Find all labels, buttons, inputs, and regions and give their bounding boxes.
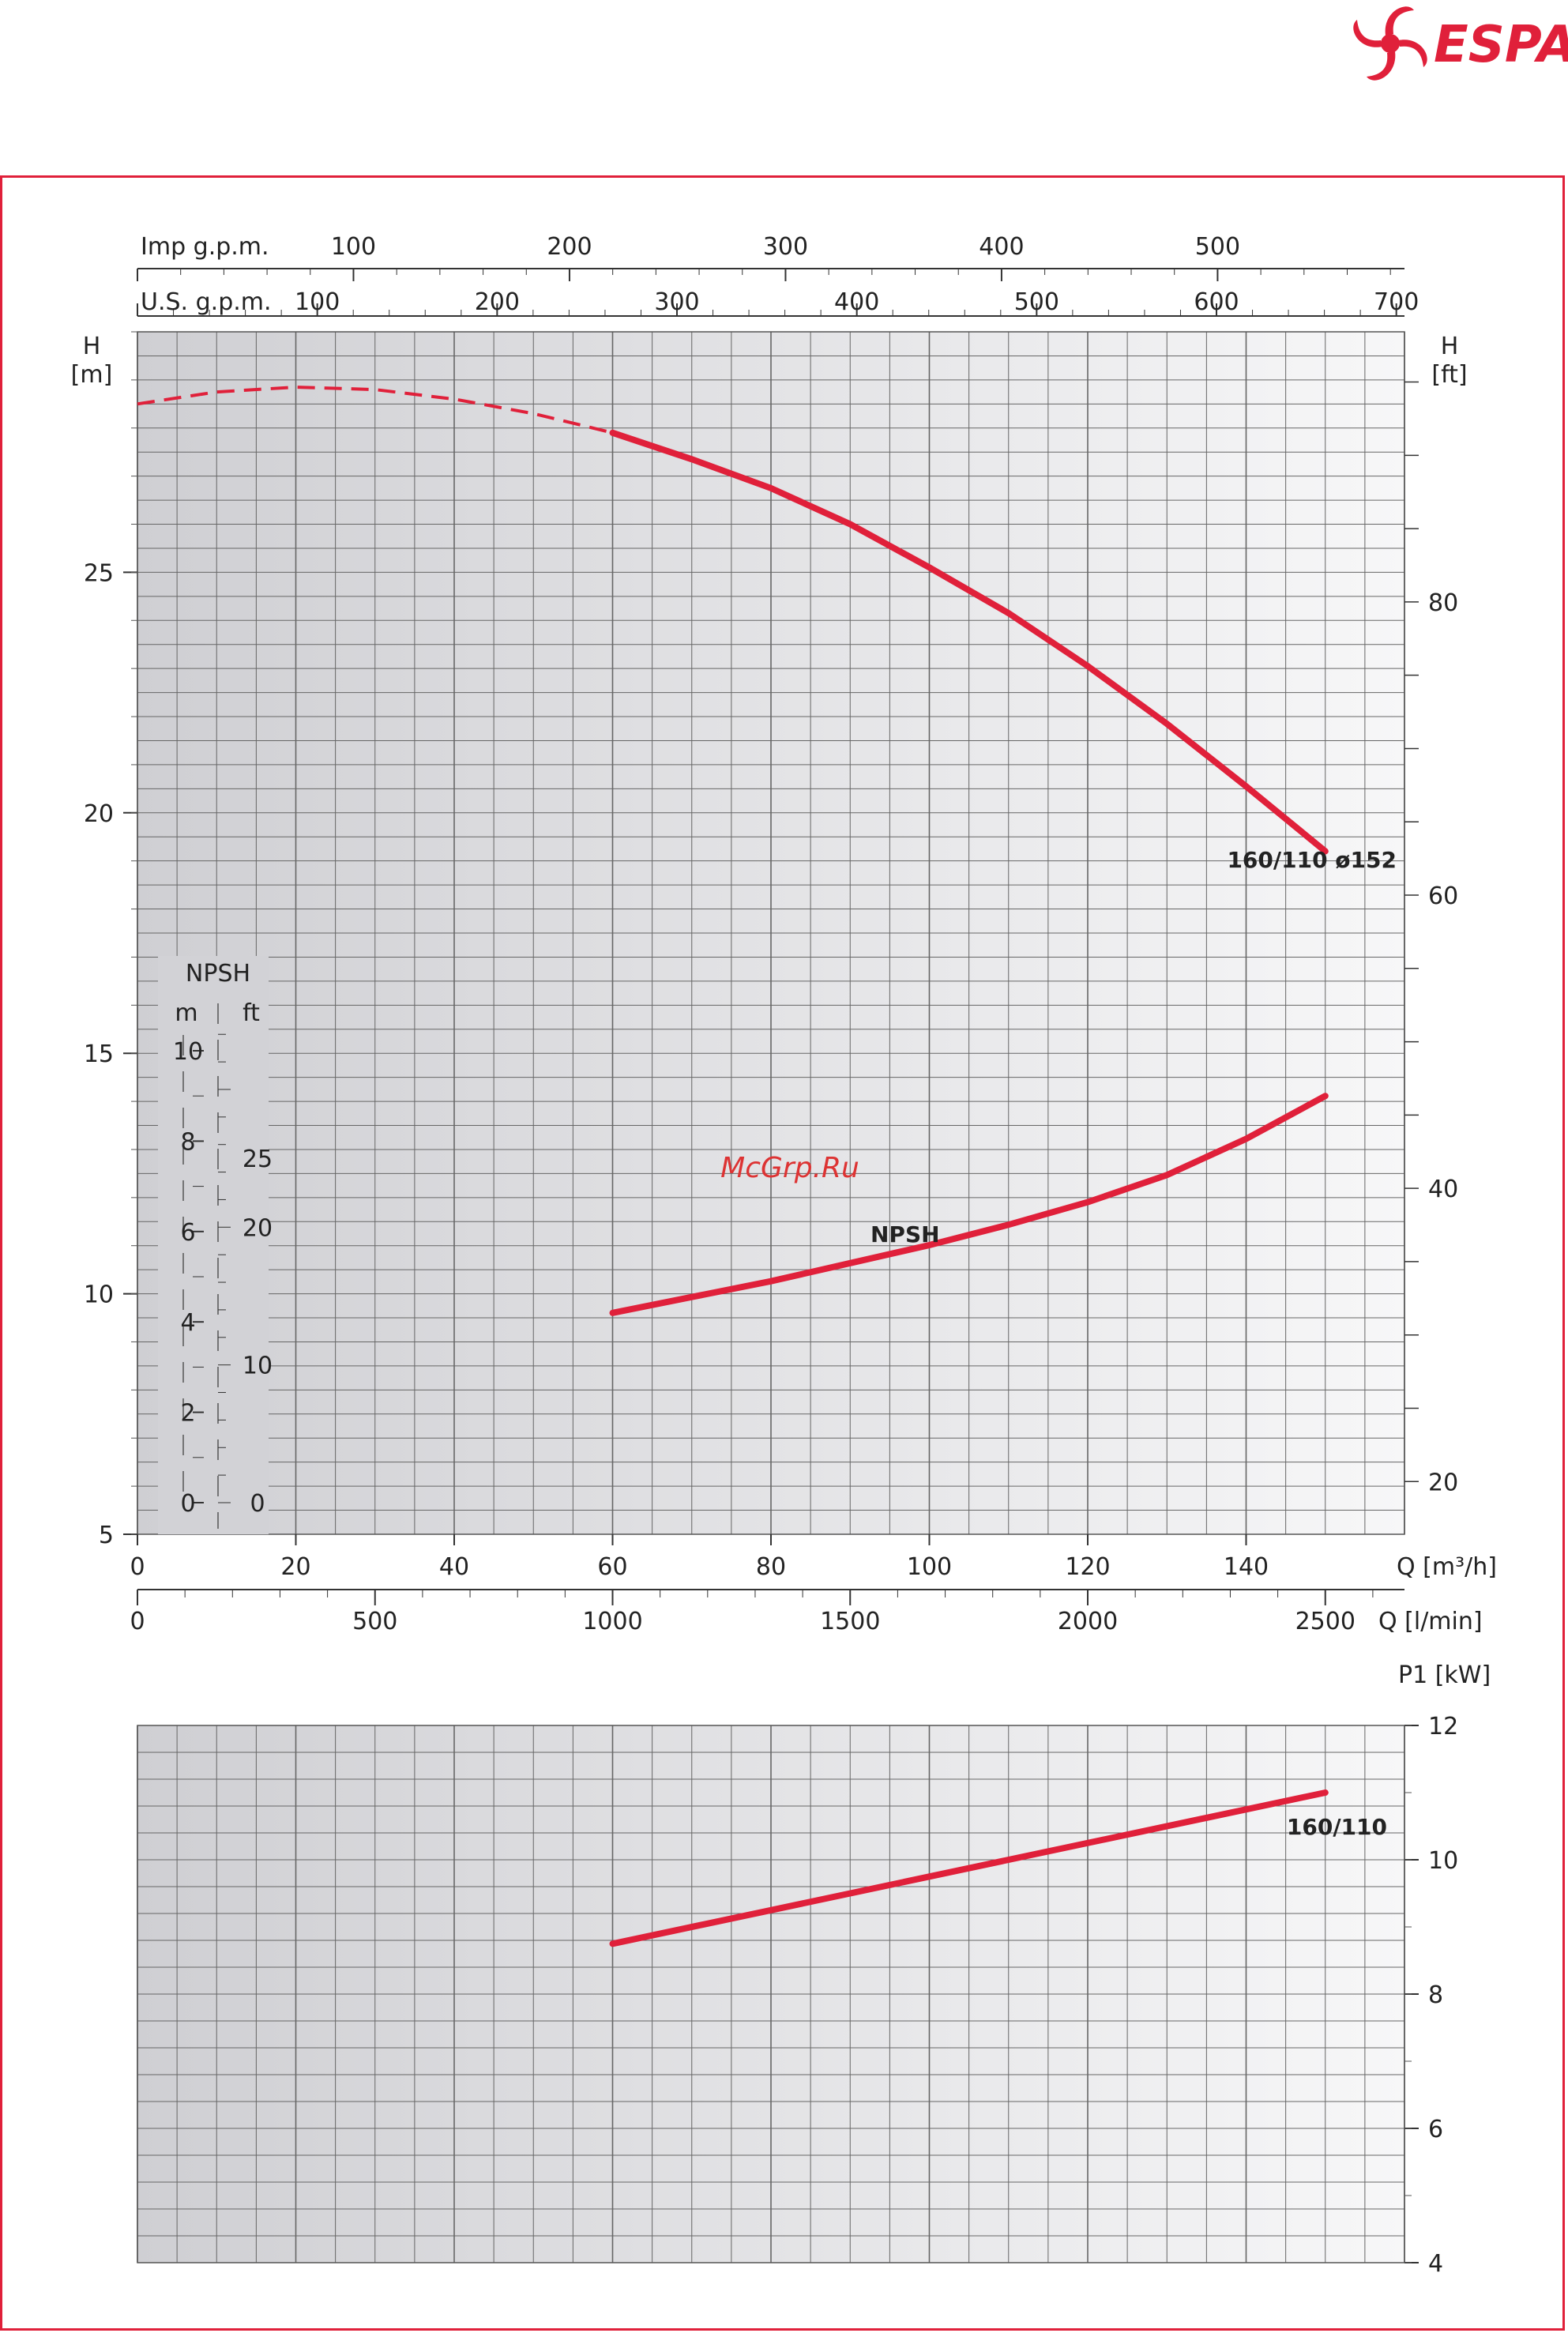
- p1-tick-label: 4: [1428, 2250, 1443, 2278]
- q-m3h-tick-label: 40: [439, 1553, 469, 1581]
- h-right-axis-unit: [ft]: [1431, 361, 1467, 389]
- head-curve-label: 160/110 ø152: [1227, 847, 1397, 873]
- usgpm-tick-label: 600: [1194, 288, 1239, 316]
- h-left-tick-label: 15: [84, 1040, 114, 1068]
- usgpm-tick-label: 300: [654, 288, 699, 316]
- usgpm-tick-label: 400: [834, 288, 879, 316]
- npsh-curve-label: NPSH: [870, 1221, 940, 1247]
- q-lmin-tick-label: 1500: [820, 1608, 880, 1635]
- h-right-tick-label: 20: [1428, 1469, 1458, 1496]
- q-m3h-tick-label: 0: [130, 1553, 145, 1581]
- h-left-tick-label: 20: [84, 800, 114, 828]
- power-curve: [609, 1789, 1329, 1947]
- impgpm-tick-label: 500: [1195, 233, 1240, 261]
- q-lmin-tick-label: 2500: [1295, 1608, 1356, 1635]
- npsh-m-tick-label: 0: [180, 1490, 195, 1518]
- npsh-m-tick-label: 4: [180, 1309, 195, 1337]
- h-left-tick-label: 5: [99, 1522, 114, 1549]
- h-right-tick-label: 80: [1428, 589, 1458, 617]
- q-m3h-axis-title: Q [m³/h]: [1397, 1553, 1497, 1581]
- npsh-m-tick-label: 2: [180, 1400, 195, 1428]
- npsh-scale-title: NPSH: [186, 960, 250, 988]
- usgpm-tick-label: 700: [1374, 288, 1419, 316]
- npsh-m-tick-label: 8: [180, 1128, 195, 1156]
- usgpm-axis-title: U.S. g.p.m.: [141, 288, 272, 316]
- impgpm-axis-title: Imp g.p.m.: [141, 233, 269, 261]
- p1-tick-label: 6: [1428, 2116, 1443, 2143]
- usgpm-tick-label: 500: [1014, 288, 1059, 316]
- p1-tick-label: 10: [1428, 1847, 1458, 1875]
- npsh-ft-label: ft: [243, 999, 260, 1027]
- h-left-axis-title: H: [83, 333, 101, 360]
- h-left-axis-unit: [m]: [71, 361, 113, 389]
- p1-axis-title: P1 [kW]: [1398, 1661, 1491, 1689]
- impgpm-tick-label: 400: [979, 233, 1024, 261]
- usgpm-tick-label: 100: [295, 288, 340, 316]
- impgpm-tick-label: 200: [547, 233, 592, 261]
- impgpm-tick-label: 100: [331, 233, 376, 261]
- q-lmin-tick-label: 0: [130, 1608, 145, 1635]
- npsh-m-tick-label: 6: [180, 1219, 195, 1247]
- watermark-text: McGrp.Ru: [720, 1152, 859, 1184]
- h-left-tick-label: 25: [84, 559, 114, 587]
- npsh-ft-tick-label: 0: [250, 1490, 265, 1518]
- q-m3h-tick-label: 120: [1065, 1553, 1110, 1581]
- power-curve-label: 160/110: [1287, 1814, 1387, 1840]
- npsh-m-tick-label: 10: [173, 1038, 203, 1066]
- npsh-ft-tick-label: 10: [243, 1353, 273, 1380]
- npsh-scale-background: [158, 956, 269, 1534]
- q-m3h-tick-label: 140: [1224, 1553, 1269, 1581]
- h-right-tick-label: 60: [1428, 882, 1458, 910]
- q-m3h-tick-label: 20: [280, 1553, 310, 1581]
- impeller-icon: [1353, 6, 1427, 81]
- head-curve: [609, 429, 1329, 855]
- brand-name: ESPA: [1434, 16, 1568, 74]
- q-m3h-tick-label: 100: [907, 1553, 952, 1581]
- impgpm-tick-label: 300: [763, 233, 808, 261]
- q-lmin-tick-label: 1000: [582, 1608, 642, 1635]
- p1-tick-label: 12: [1428, 1713, 1458, 1740]
- usgpm-tick-label: 200: [475, 288, 520, 316]
- q-lmin-axis-title: Q [l/min]: [1378, 1608, 1483, 1635]
- espa-logo-graphic: ESPA: [1353, 6, 1568, 81]
- npsh-curve: [609, 1093, 1329, 1316]
- npsh-m-label: m: [175, 999, 197, 1027]
- npsh-ft-tick-label: 25: [243, 1146, 273, 1173]
- chart-frame: [0, 175, 1565, 2331]
- npsh-ft-tick-label: 20: [243, 1214, 273, 1242]
- h-left-tick-label: 10: [84, 1281, 114, 1309]
- espa-logo: ESPA: [1331, 0, 1568, 87]
- h-right-axis-title: H: [1441, 333, 1459, 360]
- q-m3h-tick-label: 60: [597, 1553, 627, 1581]
- q-m3h-tick-label: 80: [756, 1553, 786, 1581]
- q-lmin-tick-label: 2000: [1058, 1608, 1118, 1635]
- h-right-tick-label: 40: [1428, 1176, 1458, 1203]
- q-lmin-tick-label: 500: [352, 1608, 397, 1635]
- p1-tick-label: 8: [1428, 1981, 1443, 2009]
